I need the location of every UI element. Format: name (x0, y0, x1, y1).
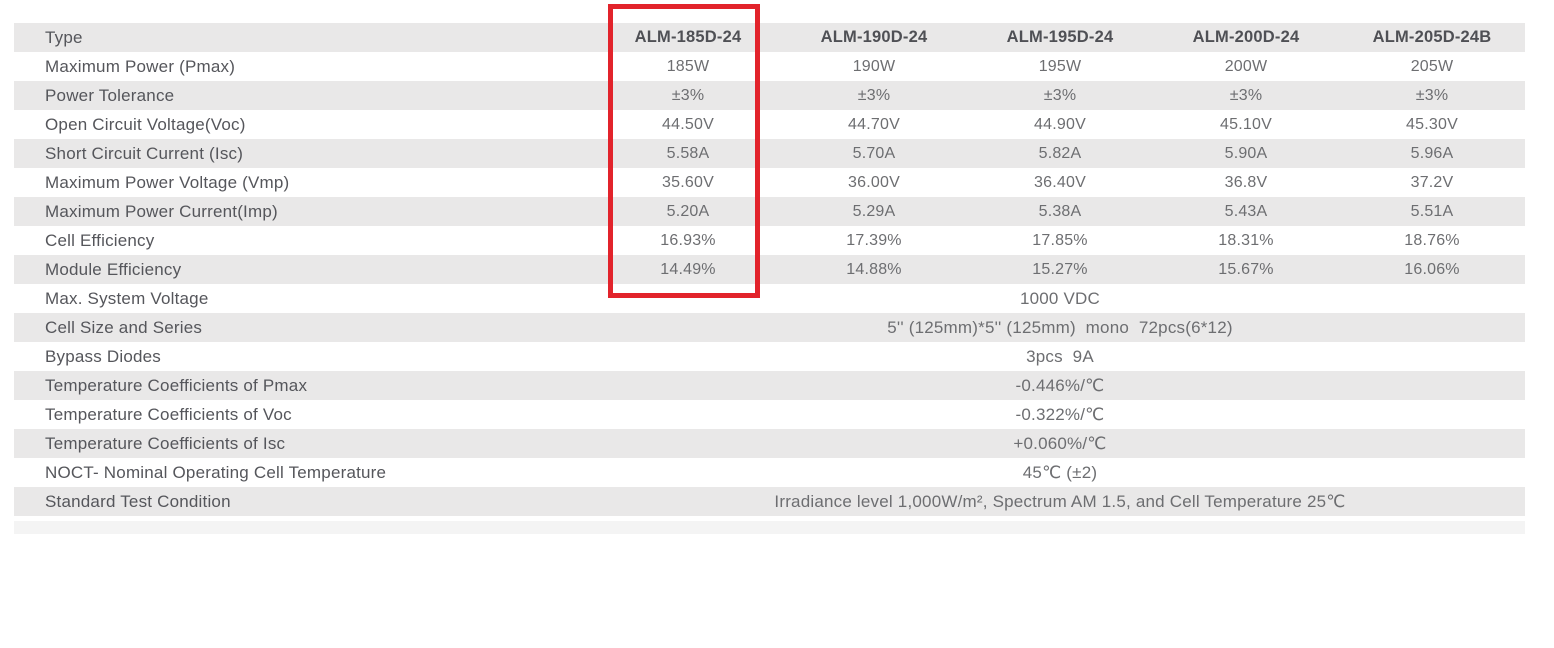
cell-value: ±3% (671, 86, 705, 104)
cell-value: 16.06% (1404, 260, 1460, 278)
row-noct: NOCT- Nominal Operating Cell Temperature… (14, 458, 1525, 487)
cell-value: 44.50V (662, 115, 714, 133)
merged-value: 45℃ (±2) (1022, 462, 1098, 482)
row-label: Open Circuit Voltage(Voc) (45, 114, 246, 134)
cell-value: ±3% (1415, 86, 1449, 104)
cell-value: 5.29A (852, 202, 896, 220)
column-header-alm-190d-24: ALM-190D-24 (820, 28, 928, 46)
merged-value: Irradiance level 1,000W/m², Spectrum AM … (774, 491, 1346, 511)
cell-value: 18.31% (1218, 231, 1274, 249)
cell-value: ±3% (1043, 86, 1077, 104)
cell-value: 16.93% (660, 231, 716, 249)
row-label: Standard Test Condition (45, 491, 231, 511)
cell-value: 5.70A (852, 144, 896, 162)
cell-value: 17.85% (1032, 231, 1088, 249)
column-header-alm-205d-24b: ALM-205D-24B (1372, 28, 1492, 46)
cell-value: 36.00V (848, 173, 900, 191)
row-label: Module Efficiency (45, 259, 182, 279)
row-label: Max. System Voltage (45, 288, 209, 308)
cell-value: 45.10V (1220, 115, 1272, 133)
row-power-tolerance: Power Tolerance ±3% ±3% ±3% ±3% ±3% (14, 81, 1525, 110)
cell-value: 37.2V (1410, 173, 1454, 191)
row-label: Temperature Coefficients of Pmax (45, 375, 308, 395)
row-label: Power Tolerance (45, 85, 175, 105)
cell-value: 15.27% (1032, 260, 1088, 278)
row-label: Maximum Power Current(Imp) (45, 201, 278, 221)
row-open-circuit-voltage: Open Circuit Voltage(Voc) 44.50V 44.70V … (14, 110, 1525, 139)
row-standard-test-condition: Standard Test Condition Irradiance level… (14, 487, 1525, 516)
table-footer-strip (14, 521, 1525, 534)
cell-value: 44.70V (848, 115, 900, 133)
row-maximum-power-voltage: Maximum Power Voltage (Vmp) 35.60V 36.00… (14, 168, 1525, 197)
merged-value: 3pcs 9A (1026, 346, 1094, 366)
row-maximum-power-current: Maximum Power Current(Imp) 5.20A 5.29A 5… (14, 197, 1525, 226)
row-cell-efficiency: Cell Efficiency 16.93% 17.39% 17.85% 18.… (14, 226, 1525, 255)
merged-value: 1000 VDC (1019, 288, 1101, 308)
row-short-circuit-current: Short Circuit Current (Isc) 5.58A 5.70A … (14, 139, 1525, 168)
cell-value: 5.82A (1038, 144, 1082, 162)
cell-value: 18.76% (1404, 231, 1460, 249)
cell-value: 5.58A (666, 144, 710, 162)
cell-value: 36.8V (1224, 173, 1268, 191)
row-module-efficiency: Module Efficiency 14.49% 14.88% 15.27% 1… (14, 255, 1525, 284)
solar-module-spec-table: Type ALM-185D-24 ALM-190D-24 ALM-195D-24… (14, 23, 1525, 516)
cell-value: 17.39% (846, 231, 902, 249)
header-row: Type ALM-185D-24 ALM-190D-24 ALM-195D-24… (14, 23, 1525, 52)
row-bypass-diodes: Bypass Diodes 3pcs 9A (14, 342, 1525, 371)
row-label: Temperature Coefficients of Isc (45, 433, 286, 453)
column-header-alm-185d-24: ALM-185D-24 (634, 28, 742, 46)
cell-value: 35.60V (662, 173, 714, 191)
cell-value: 14.49% (660, 260, 716, 278)
cell-value: 195W (1038, 57, 1082, 75)
cell-value: 190W (852, 57, 896, 75)
cell-value: 36.40V (1034, 173, 1086, 191)
header-row-label: Type (45, 27, 83, 47)
cell-value: ±3% (857, 86, 891, 104)
cell-value: 5.43A (1224, 202, 1268, 220)
merged-value: -0.322%/℃ (1015, 404, 1105, 424)
row-label: NOCT- Nominal Operating Cell Temperature (45, 462, 387, 482)
merged-value: +0.060%/℃ (1013, 433, 1107, 453)
row-maximum-power: Maximum Power (Pmax) 185W 190W 195W 200W… (14, 52, 1525, 81)
row-cell-size-and-series: Cell Size and Series 5'' (125mm)*5'' (12… (14, 313, 1525, 342)
row-label: Maximum Power (Pmax) (45, 56, 236, 76)
cell-value: 14.88% (846, 260, 902, 278)
row-label: Maximum Power Voltage (Vmp) (45, 172, 290, 192)
row-temp-coeff-isc: Temperature Coefficients of Isc +0.060%/… (14, 429, 1525, 458)
cell-value: 5.38A (1038, 202, 1082, 220)
cell-value: 15.67% (1218, 260, 1274, 278)
cell-value: 5.51A (1410, 202, 1454, 220)
row-label: Temperature Coefficients of Voc (45, 404, 292, 424)
cell-value: 185W (666, 57, 710, 75)
row-temp-coeff-pmax: Temperature Coefficients of Pmax -0.446%… (14, 371, 1525, 400)
column-header-alm-200d-24: ALM-200D-24 (1192, 28, 1300, 46)
cell-value: 44.90V (1034, 115, 1086, 133)
cell-value: 205W (1410, 57, 1454, 75)
row-temp-coeff-voc: Temperature Coefficients of Voc -0.322%/… (14, 400, 1525, 429)
row-max-system-voltage: Max. System Voltage 1000 VDC (14, 284, 1525, 313)
row-label: Cell Size and Series (45, 317, 203, 337)
row-label: Short Circuit Current (Isc) (45, 143, 244, 163)
column-header-alm-195d-24: ALM-195D-24 (1006, 28, 1114, 46)
row-label: Cell Efficiency (45, 230, 155, 250)
row-label: Bypass Diodes (45, 346, 161, 366)
cell-value: 200W (1224, 57, 1268, 75)
cell-value: 45.30V (1406, 115, 1458, 133)
merged-value: 5'' (125mm)*5'' (125mm) mono 72pcs(6*12) (887, 317, 1233, 337)
cell-value: 5.90A (1224, 144, 1268, 162)
cell-value: 5.20A (666, 202, 710, 220)
merged-value: -0.446%/℃ (1015, 375, 1105, 395)
cell-value: 5.96A (1410, 144, 1454, 162)
cell-value: ±3% (1229, 86, 1263, 104)
